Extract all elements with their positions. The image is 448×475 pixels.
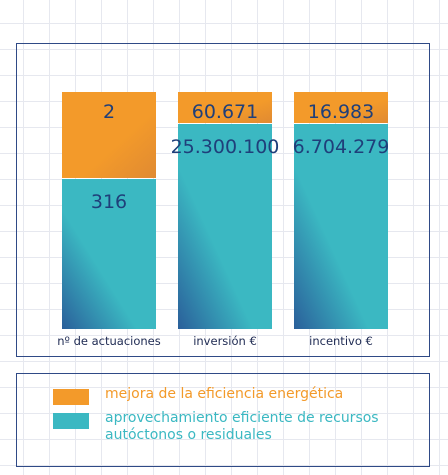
bar-segment-energy	[294, 92, 388, 123]
category-label: incentivo €	[309, 334, 373, 348]
bar-segment-energy	[178, 92, 272, 123]
legend-label-resources: aprovechamiento eficiente de recursos au…	[105, 410, 379, 443]
bar-segment-resources	[62, 179, 156, 329]
value-label-resources: 316	[91, 191, 127, 213]
legend-item-resources: aprovechamiento eficiente de recursos au…	[53, 410, 405, 444]
value-label-energy: 16.983	[308, 101, 374, 123]
category-label: inversión €	[193, 334, 257, 348]
bar-segment-energy	[62, 92, 156, 178]
value-label-resources: 6.704.279	[293, 136, 390, 158]
value-label-resources: 25.300.100	[171, 136, 280, 158]
value-label-energy: 60.671	[192, 101, 258, 123]
legend-swatch-energy	[53, 389, 89, 405]
bar-segment-resources	[178, 124, 272, 329]
legend-item-energy: mejora de la eficiencia energética	[53, 386, 405, 405]
stacked-bar-chart: 2 316 nº de actuaciones 60.671 25.300.100 inv…	[57, 92, 390, 348]
chart-legend: mejora de la eficiencia energética aprov…	[16, 373, 430, 467]
legend-swatch-resources	[53, 413, 89, 429]
bar-segment-resources	[294, 124, 388, 329]
legend-label-energy: mejora de la eficiencia energética	[105, 386, 344, 402]
chart-frame: 2 316 nº de actuaciones 60.671 25.300.100 inv…	[16, 43, 430, 357]
value-label-energy: 2	[103, 101, 115, 123]
category-label: nº de actuaciones	[57, 334, 161, 348]
